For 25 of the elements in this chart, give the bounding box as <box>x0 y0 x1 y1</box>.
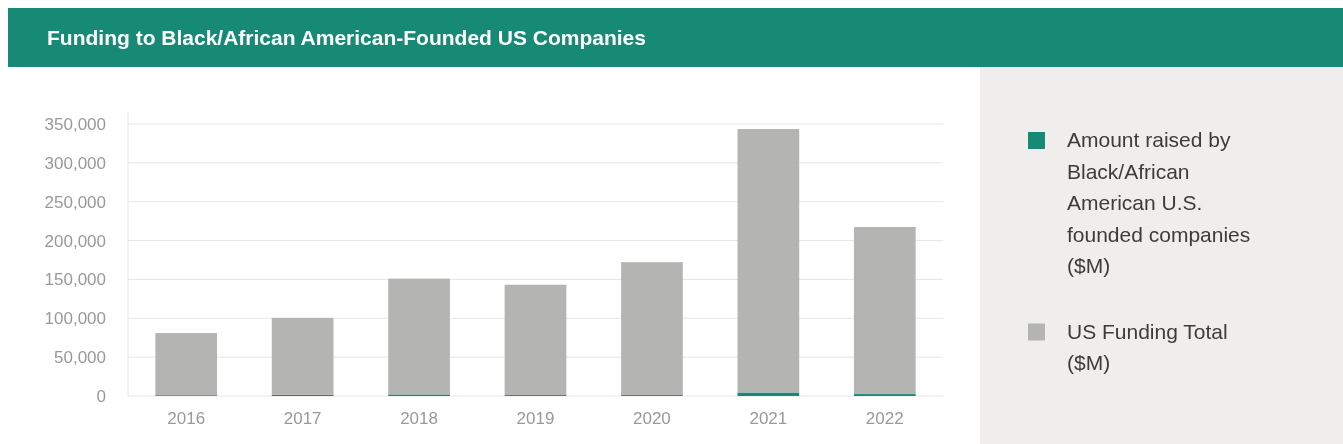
legend-label: US Funding Total ($M) <box>1067 319 1228 374</box>
x-tick-label: 2016 <box>167 409 206 428</box>
y-tick-label: 350,000 <box>44 115 106 134</box>
bar <box>271 317 334 395</box>
bar <box>621 262 683 396</box>
y-tick-label: 250,000 <box>44 192 106 212</box>
x-tick-label: 2019 <box>516 409 555 428</box>
bar <box>504 284 567 396</box>
y-tick-label: 200,000 <box>44 231 106 251</box>
y-tick-label: 150,000 <box>44 270 106 290</box>
chart-title: Funding to Black/African American-Founded US Companies <box>47 26 646 49</box>
y-tick-label: 0 <box>96 387 106 406</box>
x-tick-label: 2020 <box>633 409 671 428</box>
y-tick-label: 50,000 <box>54 348 106 368</box>
bar <box>853 226 916 395</box>
x-tick-label: 2018 <box>400 409 438 428</box>
bar <box>388 278 450 395</box>
y-tick-label: 100,000 <box>44 309 106 329</box>
x-tick-label: 2021 <box>749 409 788 428</box>
x-tick-label: 2022 <box>865 409 904 428</box>
bar <box>737 129 800 393</box>
bar <box>155 333 218 396</box>
legend-label: Amount raised by Black/African American U.S. founded companies ($M) <box>1067 128 1251 277</box>
y-tick-label: 300,000 <box>44 153 106 173</box>
x-tick-label: 2017 <box>283 409 322 428</box>
